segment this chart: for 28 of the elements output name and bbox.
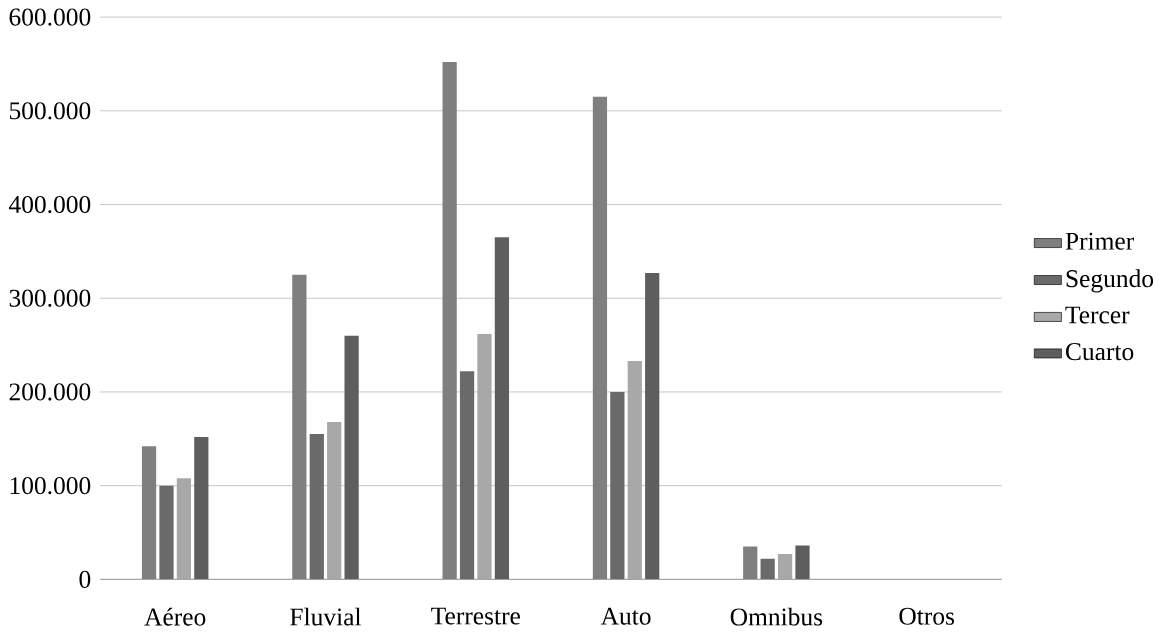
x-tick-label: Aéreo xyxy=(144,607,206,626)
bar xyxy=(159,485,174,580)
bar xyxy=(777,554,793,580)
bar xyxy=(344,335,359,580)
x-tick-label: Fluvial xyxy=(290,607,362,626)
bar xyxy=(494,237,510,580)
x-tick-label: Otros xyxy=(899,607,955,625)
bar xyxy=(194,436,209,580)
bar xyxy=(610,391,625,580)
x-tick-label: Omnibus xyxy=(730,607,823,626)
y-tick-label: 200.000 xyxy=(9,383,91,401)
x-tick-label: Terrestre xyxy=(431,607,520,625)
legend-label: Cuarto xyxy=(1065,343,1134,361)
legend-label: Segundo xyxy=(1066,269,1154,293)
y-tick-label: 500.000 xyxy=(9,102,91,120)
y-tick-label: 300.000 xyxy=(9,289,91,307)
bar xyxy=(760,558,775,580)
y-tick-label: 600.000 xyxy=(9,8,91,26)
bar xyxy=(309,434,324,580)
y-tick-label: 400.000 xyxy=(8,195,91,214)
y-tick-label: 0 xyxy=(79,570,91,588)
bar xyxy=(645,272,660,580)
bar xyxy=(795,545,810,580)
legend-label: Tercer xyxy=(1065,306,1130,324)
bar xyxy=(459,371,475,580)
x-tick-label: Auto xyxy=(600,607,651,625)
y-tick-label: 100.000 xyxy=(10,476,91,495)
legend-label: Primer xyxy=(1065,232,1135,250)
